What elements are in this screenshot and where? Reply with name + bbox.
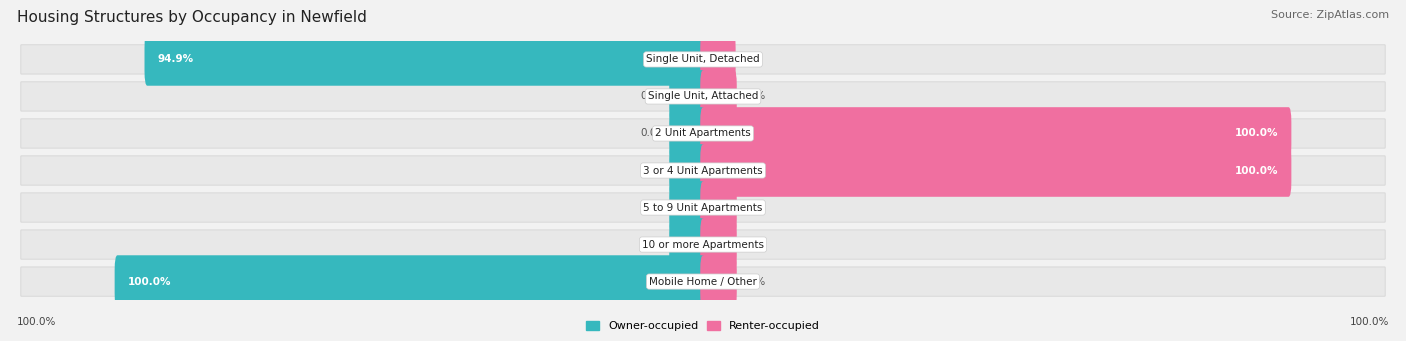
Text: Housing Structures by Occupancy in Newfield: Housing Structures by Occupancy in Newfi… bbox=[17, 10, 367, 25]
FancyBboxPatch shape bbox=[21, 119, 1385, 148]
Legend: Owner-occupied, Renter-occupied: Owner-occupied, Renter-occupied bbox=[581, 316, 825, 336]
FancyBboxPatch shape bbox=[21, 82, 1385, 111]
FancyBboxPatch shape bbox=[21, 156, 1385, 185]
Text: 10 or more Apartments: 10 or more Apartments bbox=[643, 239, 763, 250]
FancyBboxPatch shape bbox=[669, 107, 706, 160]
FancyBboxPatch shape bbox=[145, 33, 706, 86]
Text: 5 to 9 Unit Apartments: 5 to 9 Unit Apartments bbox=[644, 203, 762, 212]
FancyBboxPatch shape bbox=[700, 70, 737, 123]
Text: Mobile Home / Other: Mobile Home / Other bbox=[650, 277, 756, 286]
Text: 100.0%: 100.0% bbox=[128, 277, 172, 286]
Text: 0.0%: 0.0% bbox=[740, 203, 766, 212]
FancyBboxPatch shape bbox=[669, 144, 706, 197]
Text: 0.0%: 0.0% bbox=[640, 203, 666, 212]
Text: 0.0%: 0.0% bbox=[740, 277, 766, 286]
FancyBboxPatch shape bbox=[700, 33, 735, 86]
FancyBboxPatch shape bbox=[115, 255, 706, 308]
Text: 0.0%: 0.0% bbox=[640, 239, 666, 250]
Text: 100.0%: 100.0% bbox=[1234, 165, 1278, 176]
FancyBboxPatch shape bbox=[669, 218, 706, 271]
Text: 100.0%: 100.0% bbox=[1234, 129, 1278, 138]
Text: 100.0%: 100.0% bbox=[1350, 317, 1389, 327]
FancyBboxPatch shape bbox=[700, 218, 737, 271]
FancyBboxPatch shape bbox=[21, 193, 1385, 222]
Text: 0.0%: 0.0% bbox=[640, 91, 666, 102]
FancyBboxPatch shape bbox=[21, 45, 1385, 74]
Text: 3 or 4 Unit Apartments: 3 or 4 Unit Apartments bbox=[643, 165, 763, 176]
FancyBboxPatch shape bbox=[700, 181, 737, 234]
FancyBboxPatch shape bbox=[700, 107, 1291, 160]
Text: 94.9%: 94.9% bbox=[157, 55, 194, 64]
Text: 0.0%: 0.0% bbox=[740, 239, 766, 250]
FancyBboxPatch shape bbox=[669, 70, 706, 123]
Text: 0.0%: 0.0% bbox=[640, 165, 666, 176]
FancyBboxPatch shape bbox=[700, 255, 737, 308]
FancyBboxPatch shape bbox=[21, 267, 1385, 296]
Text: 2 Unit Apartments: 2 Unit Apartments bbox=[655, 129, 751, 138]
FancyBboxPatch shape bbox=[700, 144, 1291, 197]
Text: 0.0%: 0.0% bbox=[740, 91, 766, 102]
FancyBboxPatch shape bbox=[669, 181, 706, 234]
Text: 5.1%: 5.1% bbox=[693, 55, 723, 64]
Text: Single Unit, Attached: Single Unit, Attached bbox=[648, 91, 758, 102]
Text: Source: ZipAtlas.com: Source: ZipAtlas.com bbox=[1271, 10, 1389, 20]
Text: Single Unit, Detached: Single Unit, Detached bbox=[647, 55, 759, 64]
Text: 0.0%: 0.0% bbox=[640, 129, 666, 138]
FancyBboxPatch shape bbox=[21, 230, 1385, 259]
Text: 100.0%: 100.0% bbox=[17, 317, 56, 327]
